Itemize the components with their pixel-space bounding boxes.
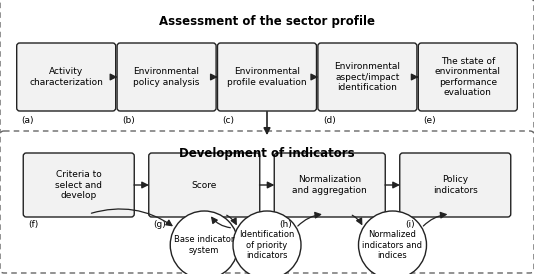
Text: Criteria to
select and
develop: Criteria to select and develop — [55, 170, 102, 200]
Circle shape — [358, 211, 427, 274]
Text: (h): (h) — [279, 220, 292, 229]
Text: Environmental
aspect/impact
identification: Environmental aspect/impact identificati… — [334, 62, 400, 92]
Circle shape — [233, 211, 301, 274]
FancyBboxPatch shape — [217, 43, 317, 111]
Text: (i): (i) — [405, 220, 414, 229]
Text: Environmental
profile evaluation: Environmental profile evaluation — [227, 67, 307, 87]
Text: (e): (e) — [423, 116, 436, 125]
Text: Normalized
indicators and
indices: Normalized indicators and indices — [363, 230, 422, 260]
FancyBboxPatch shape — [0, 0, 534, 135]
FancyBboxPatch shape — [400, 153, 511, 217]
FancyBboxPatch shape — [17, 43, 116, 111]
FancyBboxPatch shape — [117, 43, 216, 111]
Text: The state of
environmental
performance
evaluation: The state of environmental performance e… — [435, 57, 501, 97]
Text: Environmental
policy analysis: Environmental policy analysis — [134, 67, 200, 87]
Text: Policy
indicators: Policy indicators — [433, 175, 477, 195]
Text: Activity
characterization: Activity characterization — [29, 67, 103, 87]
FancyBboxPatch shape — [0, 131, 534, 273]
Text: (b): (b) — [122, 116, 135, 125]
Text: (g): (g) — [154, 220, 167, 229]
Text: (a): (a) — [22, 116, 34, 125]
Circle shape — [170, 211, 238, 274]
Text: Base indicator
system: Base indicator system — [174, 235, 234, 255]
Text: (c): (c) — [223, 116, 234, 125]
Text: (d): (d) — [323, 116, 336, 125]
FancyBboxPatch shape — [23, 153, 134, 217]
Text: Normalization
and aggregation: Normalization and aggregation — [293, 175, 367, 195]
FancyBboxPatch shape — [418, 43, 517, 111]
Text: Identification
of priority
indicators: Identification of priority indicators — [239, 230, 295, 260]
Text: Score: Score — [192, 181, 217, 190]
Text: (f): (f) — [28, 220, 38, 229]
Text: Development of indicators: Development of indicators — [179, 147, 355, 160]
FancyBboxPatch shape — [318, 43, 417, 111]
Text: Assessment of the sector profile: Assessment of the sector profile — [159, 15, 375, 28]
FancyBboxPatch shape — [149, 153, 260, 217]
FancyBboxPatch shape — [274, 153, 385, 217]
